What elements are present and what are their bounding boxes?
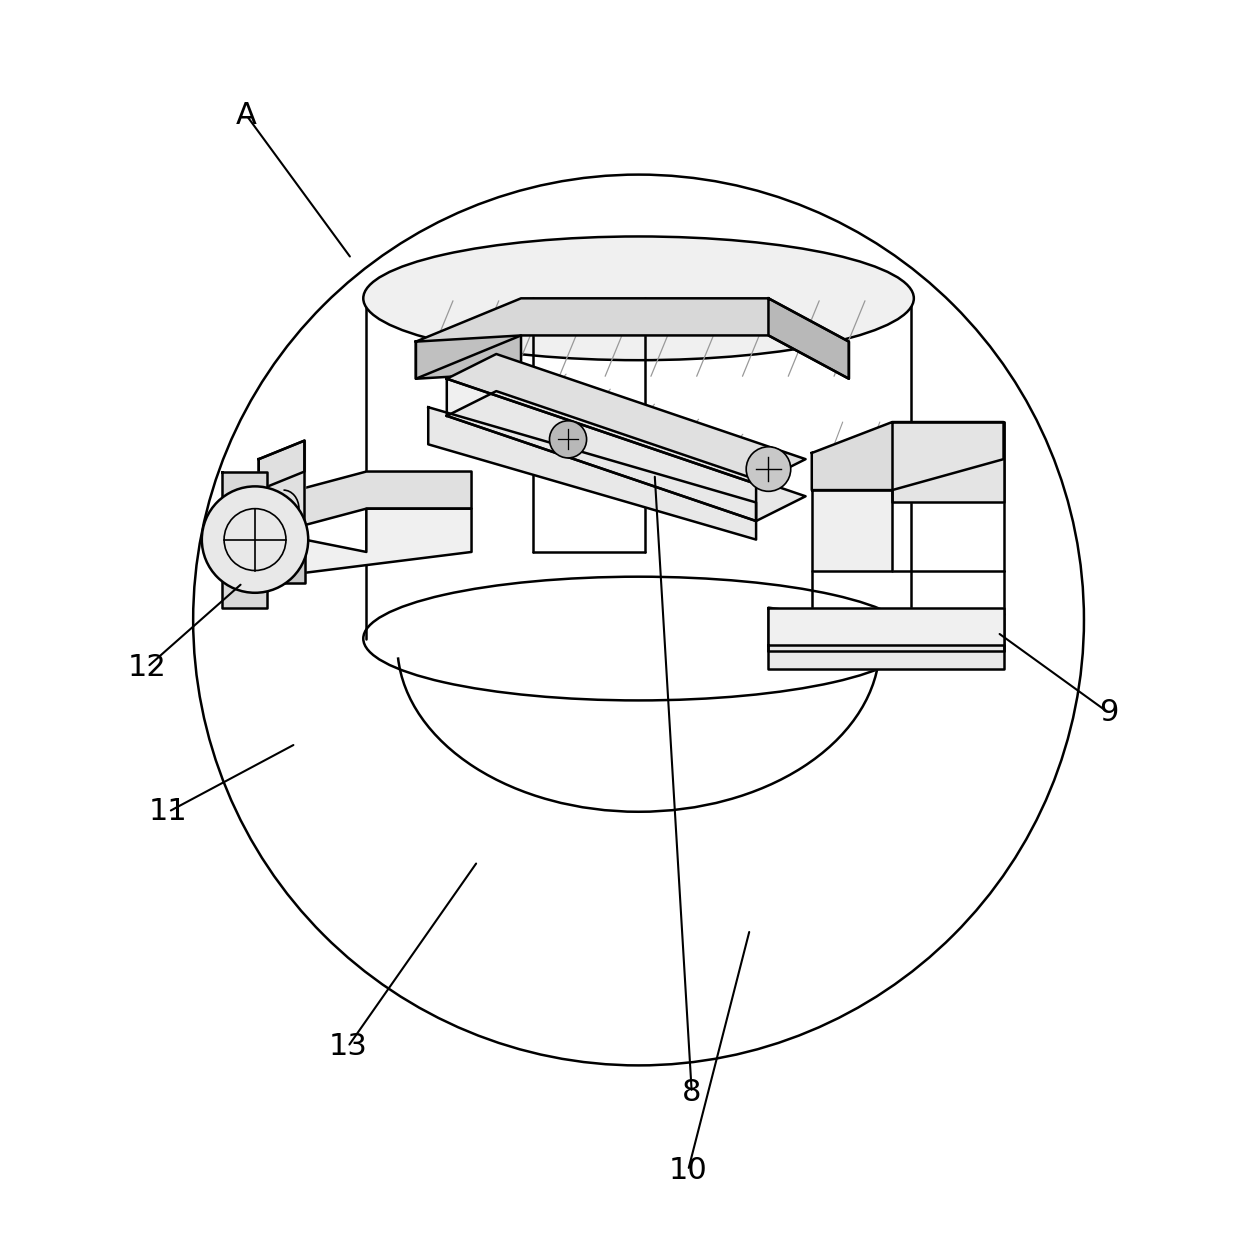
Polygon shape: [274, 508, 471, 577]
Polygon shape: [769, 608, 1003, 651]
Polygon shape: [222, 471, 268, 608]
Polygon shape: [769, 645, 1003, 670]
Circle shape: [202, 486, 309, 593]
Text: 8: 8: [682, 1078, 702, 1107]
Text: 10: 10: [668, 1156, 708, 1185]
Text: 9: 9: [1099, 698, 1118, 728]
Polygon shape: [446, 378, 756, 521]
Polygon shape: [428, 407, 756, 539]
Polygon shape: [769, 299, 849, 378]
Polygon shape: [259, 440, 305, 552]
Polygon shape: [812, 422, 1003, 490]
Polygon shape: [259, 440, 305, 490]
Polygon shape: [415, 299, 849, 378]
Polygon shape: [274, 471, 471, 533]
Text: 11: 11: [149, 797, 187, 826]
Text: 13: 13: [329, 1033, 367, 1061]
Polygon shape: [893, 422, 1003, 502]
Polygon shape: [415, 336, 521, 378]
Ellipse shape: [363, 237, 914, 360]
Polygon shape: [812, 490, 893, 570]
Polygon shape: [259, 552, 305, 583]
Circle shape: [549, 420, 587, 458]
Circle shape: [746, 446, 791, 491]
Text: A: A: [236, 100, 257, 130]
Text: 12: 12: [128, 652, 166, 682]
Polygon shape: [446, 353, 806, 484]
Polygon shape: [446, 391, 806, 521]
